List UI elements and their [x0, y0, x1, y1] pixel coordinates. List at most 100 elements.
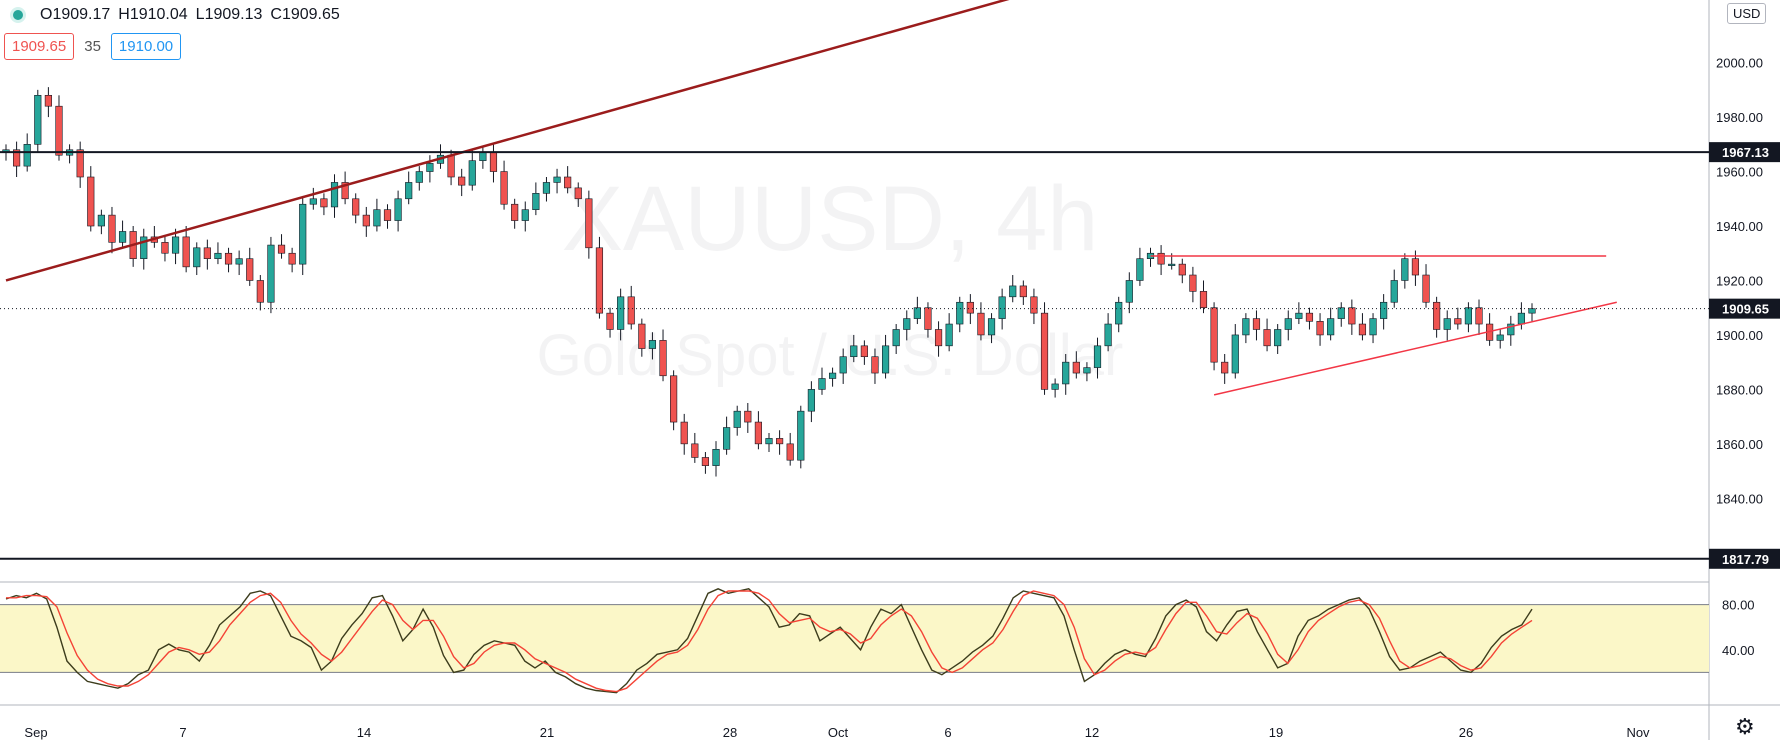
- candle-body: [881, 345, 890, 374]
- candle-body: [140, 236, 148, 259]
- candle-body: [447, 154, 455, 178]
- time-tick-label: 12: [1085, 725, 1099, 740]
- candle-body: [1390, 280, 1398, 303]
- candle-body: [489, 152, 498, 172]
- candle-body: [733, 410, 741, 428]
- candle-body: [415, 171, 423, 183]
- candle-body: [1305, 312, 1314, 322]
- candle-body: [818, 378, 826, 390]
- candle-body: [511, 203, 519, 221]
- currency-button[interactable]: USD: [1727, 3, 1767, 24]
- stochastic-panel: [0, 588, 1709, 694]
- candle-body: [828, 372, 837, 379]
- candle-body: [532, 193, 540, 210]
- candle-body: [330, 182, 339, 208]
- candle-body: [1348, 307, 1356, 325]
- stoch-tick-label: 80.00: [1722, 598, 1755, 613]
- candle-body: [934, 329, 943, 347]
- candle-body: [521, 209, 529, 221]
- candle-body: [171, 236, 180, 254]
- candle-body: [564, 176, 572, 189]
- candle-body: [320, 198, 328, 208]
- candle-body: [235, 258, 243, 265]
- candle-body: [659, 340, 667, 377]
- time-tick-label: Nov: [1626, 725, 1650, 740]
- price-tick-label: 1860.00: [1716, 437, 1763, 452]
- candle-body: [1327, 318, 1335, 336]
- trendline-line: [5, 0, 1010, 282]
- candle-body: [1263, 329, 1271, 347]
- ohlc-high: H1910.04: [118, 6, 188, 23]
- candles: [2, 87, 1536, 477]
- candle-body: [1252, 318, 1261, 330]
- drawings: [0, 0, 1709, 560]
- level-label: 1817.79: [1722, 552, 1769, 567]
- price-tick-label: 2000.00: [1716, 56, 1763, 71]
- candle-body: [1157, 252, 1165, 265]
- price-axis[interactable]: 2000.00 1980.00 1960.00 1940.00 1920.00 1900.…: [1709, 56, 1780, 658]
- candle-body: [754, 421, 762, 445]
- candle-body: [500, 171, 508, 205]
- spread-value: 35: [84, 38, 101, 55]
- candle-body: [1009, 285, 1017, 298]
- gear-icon[interactable]: ⚙: [1735, 714, 1755, 739]
- candle-body: [277, 244, 286, 254]
- candle-body: [256, 280, 264, 303]
- price-tick-label: 1940.00: [1716, 219, 1763, 234]
- level-label: 1967.13: [1722, 145, 1769, 160]
- candle-body: [913, 307, 921, 319]
- candle-body: [1454, 318, 1462, 325]
- candle-body: [807, 389, 815, 412]
- candle-body: [1295, 312, 1303, 319]
- candle-body: [299, 203, 307, 265]
- candle-body: [383, 209, 392, 221]
- candle-body: [839, 356, 847, 374]
- candle-body: [1475, 307, 1483, 325]
- candle-body: [1443, 318, 1451, 330]
- candle-body: [627, 296, 635, 325]
- level-tag: [1709, 142, 1780, 163]
- candle-body: [585, 198, 593, 249]
- candle-body: [1168, 263, 1176, 266]
- watermark-symbol: XAUUSD, 4h: [562, 168, 1099, 270]
- candle-body: [23, 144, 31, 167]
- candle-body: [479, 152, 487, 161]
- candle-body: [341, 182, 349, 200]
- candle-body: [606, 312, 614, 330]
- sell-button[interactable]: 1909.65: [4, 33, 75, 60]
- last-price-tag: [1709, 298, 1780, 319]
- candle-body: [1369, 318, 1377, 336]
- candle-body: [871, 356, 879, 374]
- time-tick-label: 14: [357, 725, 371, 740]
- candle-body: [1231, 334, 1239, 374]
- candle-body: [246, 258, 254, 281]
- price-tick-label: 1840.00: [1716, 491, 1763, 506]
- time-axis[interactable]: Sep 7 14 21 28 Oct 6 12 19 26 Nov: [24, 725, 1650, 740]
- candle-body: [617, 296, 625, 330]
- candle-body: [352, 198, 360, 216]
- candle-body: [776, 438, 784, 445]
- candle-body: [1433, 301, 1441, 330]
- candle-body: [34, 95, 42, 145]
- candle-body: [542, 182, 551, 194]
- candle-body: [1083, 367, 1091, 374]
- stoch-d-line: [6, 590, 1533, 693]
- candle-body: [723, 427, 731, 450]
- candle-body: [1221, 361, 1229, 374]
- candle-body: [1337, 307, 1345, 319]
- candle-body: [1019, 285, 1027, 298]
- candle-body: [203, 247, 211, 259]
- candle-body: [1210, 307, 1218, 363]
- time-tick-label: 28: [723, 725, 737, 740]
- candle-body: [13, 149, 21, 167]
- candle-body: [214, 252, 222, 259]
- candle-body: [1051, 383, 1059, 390]
- candle-body: [797, 410, 805, 461]
- ohlc-legend: O1909.17 H1910.04 L1909.13 C1909.65: [0, 0, 348, 30]
- candle-body: [1464, 307, 1473, 325]
- candle-body: [373, 209, 381, 227]
- watermark: XAUUSD, 4h Gold Spot / U.S. Dollar: [537, 168, 1124, 388]
- buy-button[interactable]: 1910.00: [110, 33, 182, 60]
- candle-body: [977, 312, 985, 336]
